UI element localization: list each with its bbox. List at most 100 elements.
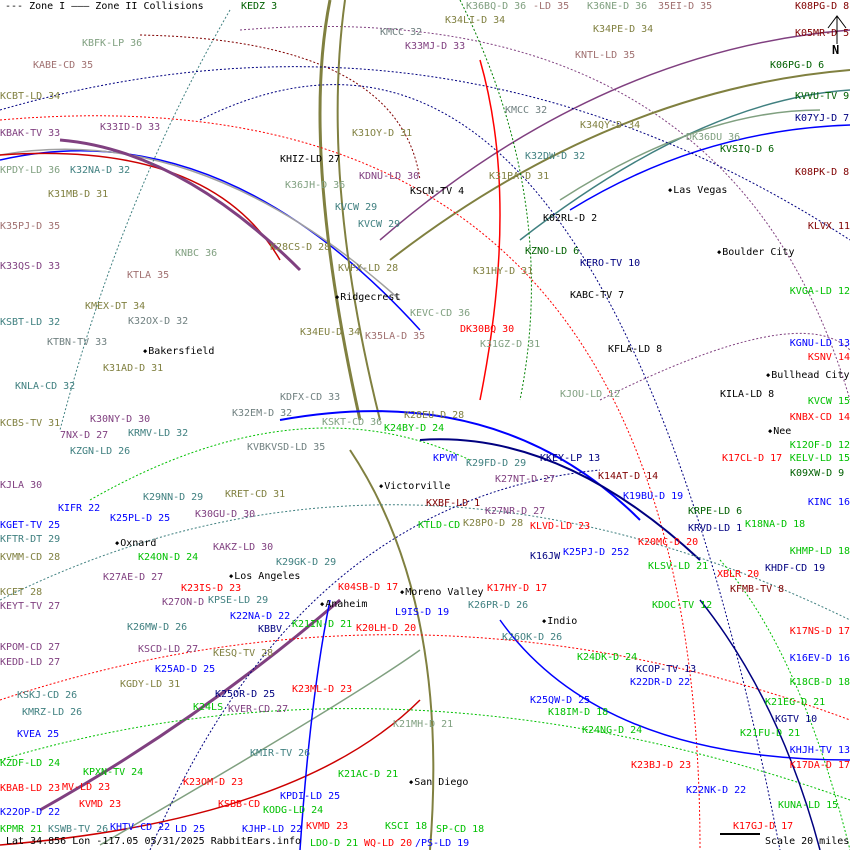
station-label[interactable]: KGTV 10 <box>775 714 818 725</box>
station-label[interactable]: K27ON-D <box>162 597 205 608</box>
station-label[interactable]: KUNA-LD 15 <box>778 800 839 811</box>
station-label[interactable]: KVMM-CD 28 <box>0 552 61 563</box>
station-label[interactable]: KJOU-LD 12 <box>560 389 621 400</box>
station-label[interactable]: K14AT-D 14 <box>598 471 659 482</box>
station-label[interactable]: KDNU-LD 30 <box>359 171 420 182</box>
station-label[interactable]: K35PJ-D 35 <box>0 221 61 232</box>
station-label[interactable]: K19BU-D 19 <box>623 491 684 502</box>
station-label[interactable]: KSBT-LD 32 <box>0 317 61 328</box>
station-label[interactable]: KVGA-LD 12 <box>789 286 850 297</box>
station-label[interactable]: K26OK-D 26 <box>502 632 563 643</box>
station-label[interactable]: KLVD-LD 23 <box>530 521 591 532</box>
station-label[interactable]: SP-CD 18 <box>436 824 485 835</box>
station-label[interactable]: K29NN-D 29 <box>143 492 204 503</box>
station-label[interactable]: KABE-CD 35 <box>33 60 94 71</box>
station-label[interactable]: KNBC 36 <box>175 248 218 259</box>
station-label[interactable]: KTBN-TV 33 <box>47 337 108 348</box>
station-label[interactable]: K22OP-D 22 <box>0 807 61 818</box>
station-label[interactable]: KSNV 14 <box>807 352 850 363</box>
station-label[interactable]: WQ-LD 20 <box>364 838 413 849</box>
station-label[interactable]: K31AD-D 31 <box>103 363 164 374</box>
station-label[interactable]: K21IN-D 21 <box>292 619 353 630</box>
station-label[interactable]: KVBKVSD-LD 35 <box>247 442 326 453</box>
station-label[interactable]: K07YJ-D 7 <box>795 113 850 124</box>
station-label[interactable]: KZGN-LD 26 <box>70 446 131 457</box>
station-label[interactable]: KFMB-TV 8 <box>730 584 785 595</box>
station-label[interactable]: KNBX-CD 14 <box>789 412 850 423</box>
station-label[interactable]: K17NS-D 17 <box>789 626 850 637</box>
station-label[interactable]: KVCW 15 <box>807 396 850 407</box>
station-label[interactable]: K29GK-D 29 <box>276 557 337 568</box>
station-label[interactable]: KMCC 32 <box>505 105 548 116</box>
station-label[interactable]: KRMV-LD 32 <box>128 428 189 439</box>
station-label[interactable]: K22NA-D 22 <box>230 611 291 622</box>
station-label[interactable]: K32EM-D 32 <box>232 408 293 419</box>
station-label[interactable]: K22NK-D 22 <box>686 785 747 796</box>
station-label[interactable]: KSBB-CD <box>218 799 261 810</box>
station-label[interactable]: K25PL-D 25 <box>110 513 171 524</box>
station-label[interactable]: KPSE-LD 29 <box>208 595 269 606</box>
station-label[interactable]: KGET-TV 25 <box>0 520 61 531</box>
station-label[interactable]: KBBV <box>258 624 283 635</box>
station-label[interactable]: KSWB-TV 26 <box>48 824 109 835</box>
station-label[interactable]: K30NY-D 30 <box>90 414 151 425</box>
station-label[interactable]: K29FD-D 29 <box>466 458 527 469</box>
station-label[interactable]: KHJH-TV 13 <box>789 745 850 756</box>
station-label[interactable]: K23ML-D 23 <box>292 684 353 695</box>
station-label[interactable]: KHDF-CD 19 <box>765 563 826 574</box>
station-label[interactable]: K16EV-D 16 <box>789 653 850 664</box>
station-label[interactable]: K27AE-D 27 <box>103 572 164 583</box>
station-label[interactable]: K36JH-D 36 <box>285 180 346 191</box>
station-label[interactable]: K21AC-D 21 <box>338 769 399 780</box>
station-label[interactable]: KEDD-LD 27 <box>0 657 61 668</box>
station-label[interactable]: K32DW-D 32 <box>525 151 586 162</box>
station-label[interactable]: KVCW 29 <box>358 219 401 230</box>
station-label[interactable]: K21MH-D 21 <box>393 719 454 730</box>
station-label[interactable]: K35LA-D 35 <box>365 331 426 342</box>
station-label[interactable]: K18NA-D 18 <box>745 519 806 530</box>
station-label[interactable]: KGNU-LD 13 <box>789 338 850 349</box>
station-label[interactable]: K34QY-D 34 <box>580 120 641 131</box>
station-label[interactable]: KFLA-LD 8 <box>608 344 663 355</box>
station-label[interactable]: K12OF-D 12 <box>789 440 850 451</box>
station-label[interactable]: KXBF-LD 1 <box>426 498 481 509</box>
station-label[interactable]: KBAK-TV 33 <box>0 128 61 139</box>
station-label[interactable]: KVEA 25 <box>17 729 60 740</box>
station-label[interactable]: K31OY-D 31 <box>352 128 413 139</box>
station-label[interactable]: K26MW-D 26 <box>127 622 188 633</box>
station-label[interactable]: DK36DU 36 <box>686 132 741 143</box>
station-label[interactable]: KJLA 30 <box>0 480 43 491</box>
station-label[interactable]: K31GZ-D 31 <box>480 339 541 350</box>
station-label[interactable]: K23BJ-D 23 <box>631 760 692 771</box>
station-label[interactable]: DK30BQ 30 <box>460 324 515 335</box>
station-label[interactable]: K24DK-D 24 <box>577 652 638 663</box>
station-label[interactable]: KZNO-LD 6 <box>525 246 580 257</box>
station-label[interactable]: K24BY-D 24 <box>384 423 445 434</box>
station-label[interactable]: K06PG-D 6 <box>770 60 825 71</box>
station-label[interactable]: KIFR 22 <box>58 503 101 514</box>
station-label[interactable]: K05MR-D 5 <box>795 28 850 39</box>
station-label[interactable]: K17HY-D 17 <box>487 583 548 594</box>
station-label[interactable]: KVER-CD 27 <box>228 704 289 715</box>
station-label[interactable]: K33MJ-D 33 <box>405 41 466 52</box>
station-label[interactable]: KCBT-LD 34 <box>0 91 61 102</box>
station-label[interactable]: KCET 28 <box>0 587 43 598</box>
station-label[interactable]: K20LH-D 20 <box>356 623 417 634</box>
station-label[interactable]: KMRZ-LD 26 <box>22 707 83 718</box>
station-label[interactable]: KNTL-LD 35 <box>575 50 636 61</box>
station-label[interactable]: KHTV-CD 22 <box>110 822 171 833</box>
station-label[interactable]: 35EI-D 35 <box>658 1 713 12</box>
station-label[interactable]: K24NG-D 24 <box>582 725 643 736</box>
station-label[interactable]: KERO-TV 10 <box>580 258 641 269</box>
station-label[interactable]: K16JW <box>530 551 561 562</box>
station-label[interactable]: KJHP-LD 22 <box>242 824 303 835</box>
station-label[interactable]: K04SB-D 17 <box>338 582 399 593</box>
station-label[interactable]: KEYT-TV 27 <box>0 601 61 612</box>
station-label[interactable]: KBAB-LD 23 <box>0 783 61 794</box>
station-label[interactable]: /PS-LD 19 <box>415 838 470 849</box>
station-label[interactable]: KZDF-LD 24 <box>0 758 61 769</box>
station-label[interactable]: LD 25 <box>175 824 206 835</box>
station-label[interactable]: KDOC-TV 12 <box>652 600 713 611</box>
station-label[interactable]: KKEY-LP 13 <box>540 453 601 464</box>
station-label[interactable]: KESQ-TV 28 <box>213 648 274 659</box>
